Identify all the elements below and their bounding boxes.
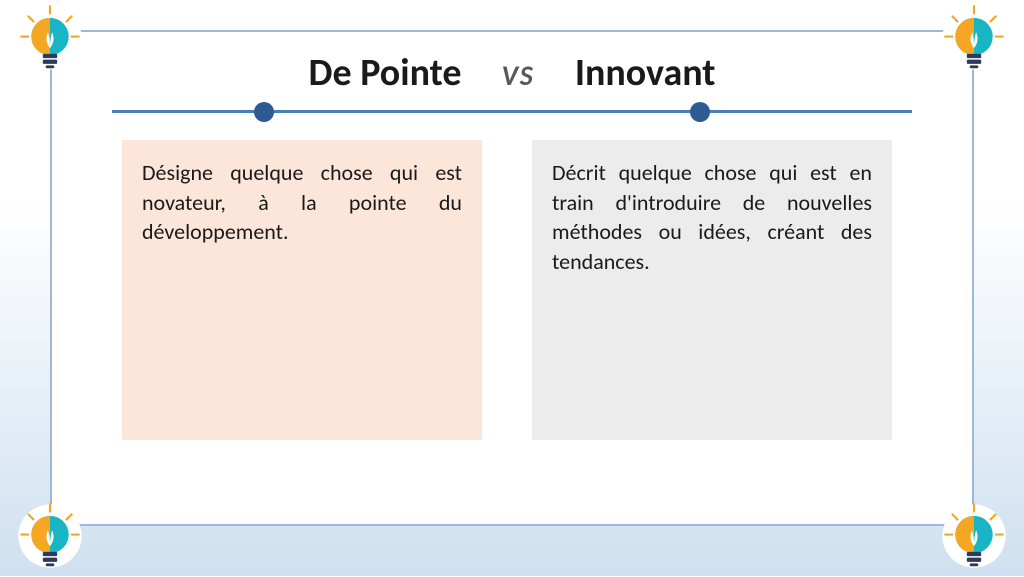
header-row: De Pointe VS Innovant	[52, 50, 972, 96]
divider-line	[112, 110, 912, 113]
heading-left: De Pointe	[309, 50, 462, 96]
definition-box-right: Décrit quelque chose qui est en train d'…	[532, 140, 892, 440]
idea-bulb-icon	[14, 2, 86, 74]
idea-bulb-icon	[938, 2, 1010, 74]
divider-dot-right	[690, 102, 710, 122]
idea-bulb-icon	[938, 500, 1010, 572]
idea-bulb-icon	[14, 500, 86, 572]
definition-text-right: Décrit quelque chose qui est en train d'…	[552, 159, 872, 275]
definition-text-left: Désigne quelque chose qui est novateur, …	[142, 159, 462, 245]
divider-dot-left	[254, 102, 274, 122]
vs-label: VS	[501, 58, 534, 93]
definition-box-left: Désigne quelque chose qui est novateur, …	[122, 140, 482, 440]
heading-right: Innovant	[575, 50, 716, 96]
content-frame: De Pointe VS Innovant Désigne quelque ch…	[50, 30, 974, 526]
